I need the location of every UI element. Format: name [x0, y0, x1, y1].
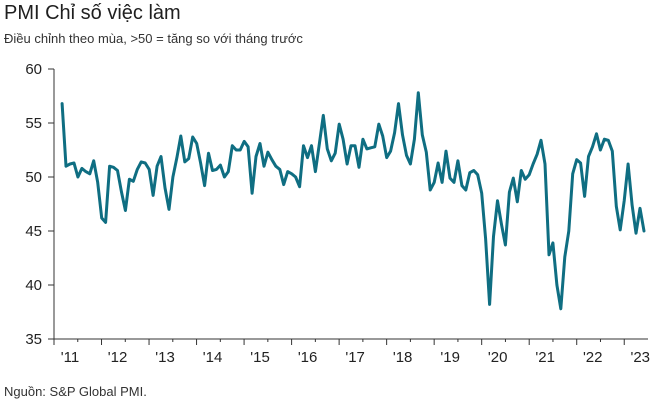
x-tick-label: '19: [440, 349, 460, 366]
x-tick-label: '23: [630, 349, 650, 366]
series-line: [60, 91, 646, 311]
y-tick-label: 55: [25, 115, 42, 132]
x-tick-label: '12: [108, 349, 128, 366]
line-chart: 35 40 45 50 55 60 '11 '12 '13 '14 '15 '16 '17 '18 '19 '…: [25, 61, 650, 366]
x-tick-label: '15: [250, 349, 270, 366]
y-tick-label: 50: [25, 169, 42, 186]
x-tick-label: '22: [583, 349, 603, 366]
chart-title: PMI Chỉ số việc làm: [4, 2, 181, 24]
chart-subtitle: Điều chỉnh theo mùa, >50 = tăng so với t…: [4, 31, 303, 46]
x-tick-label: '17: [345, 349, 365, 366]
x-tick-label: '11: [61, 349, 79, 366]
x-tick-label: '16: [298, 349, 318, 366]
x-tick-label: '21: [535, 349, 555, 366]
y-tick-label: 40: [25, 277, 42, 294]
source-note: Nguồn: S&P Global PMI.: [4, 384, 147, 399]
y-tick-label: 45: [25, 223, 42, 240]
x-tick-label: '13: [155, 349, 175, 366]
x-tick-label: '18: [393, 349, 413, 366]
y-tick-label: 60: [25, 61, 42, 78]
y-tick-label: 35: [25, 331, 42, 348]
x-tick-label: '14: [203, 349, 223, 366]
x-tick-label: '20: [488, 349, 508, 366]
